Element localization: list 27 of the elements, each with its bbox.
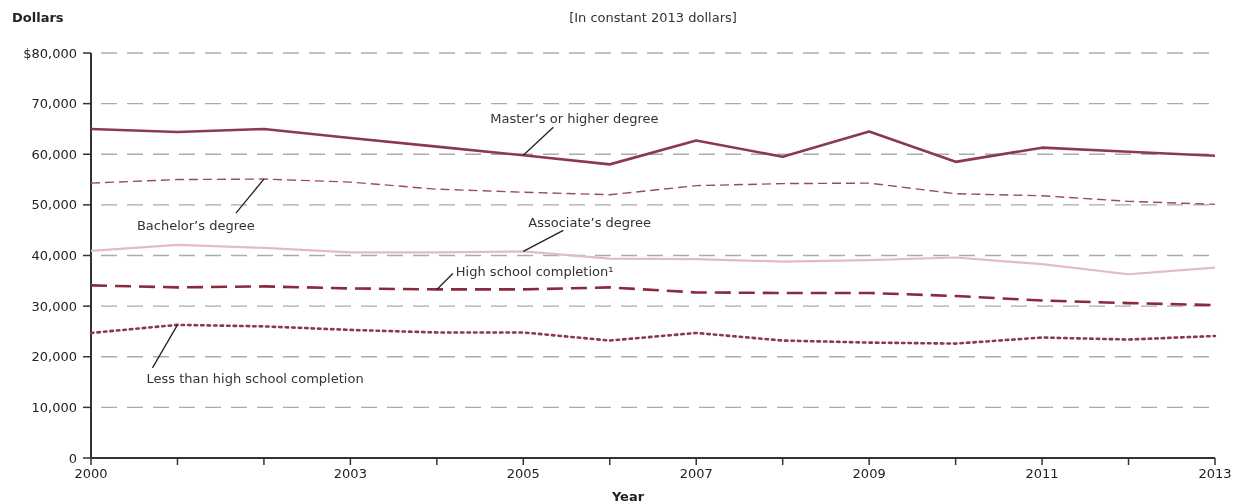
x-axis-title: Year — [610, 489, 645, 504]
x-tick-label: 2007 — [679, 466, 713, 481]
line-series — [90, 178, 1216, 206]
text: Less than high school completion — [146, 370, 364, 386]
y-tick-label: $80,000 — [23, 45, 77, 61]
y-axis-title: Dollars — [12, 10, 64, 25]
x-tick-label: 2000 — [74, 466, 108, 481]
y-tick-label: 70,000 — [31, 96, 77, 112]
y-tick-label: 50,000 — [31, 197, 77, 213]
series-label: Associate’s degree — [528, 215, 652, 231]
x-tick-label: 2013 — [1198, 466, 1232, 481]
y-tick-label: 60,000 — [31, 146, 77, 162]
series-label: High school completion¹ — [455, 264, 614, 280]
chart-title: [In constant 2013 dollars] — [569, 10, 737, 25]
y-tick-label: 30,000 — [31, 298, 77, 314]
y-tick-label: 0 — [68, 450, 77, 466]
y-tick-label: 40,000 — [31, 248, 77, 264]
y-tick-label: 20,000 — [31, 349, 77, 365]
y-tick-label: 10,000 — [31, 399, 77, 415]
x-tick-label: 2009 — [852, 466, 886, 481]
x-tick-label: 2011 — [1025, 466, 1059, 481]
series-label: Master’s or higher degree — [490, 111, 659, 127]
x-tick-label: 2003 — [333, 466, 367, 481]
x-tick-label: 2005 — [506, 466, 540, 481]
text: Bachelor’s degree — [136, 218, 255, 234]
line-series — [89, 127, 1217, 166]
line-series — [89, 323, 1217, 345]
